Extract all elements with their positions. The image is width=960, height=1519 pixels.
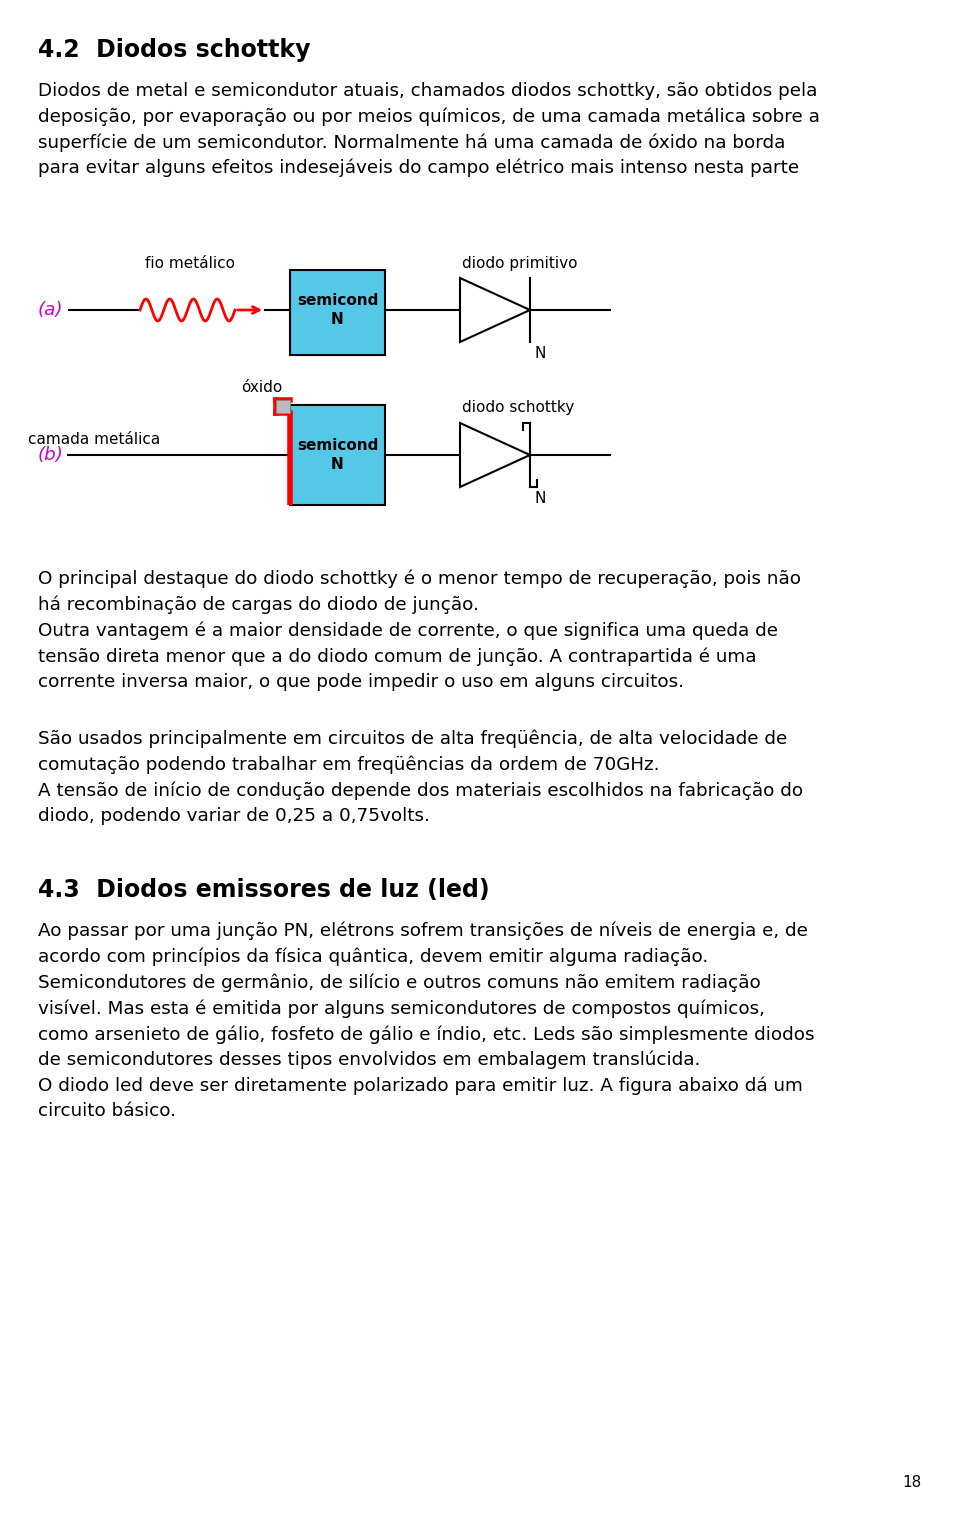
Text: São usados principalmente em circuitos de alta freqüência, de alta velocidade de: São usados principalmente em circuitos d… bbox=[38, 731, 804, 825]
Text: N: N bbox=[534, 491, 545, 506]
Bar bbox=[290, 406, 385, 504]
Text: fio metálico: fio metálico bbox=[145, 257, 235, 270]
Text: 4.3  Diodos emissores de luz (led): 4.3 Diodos emissores de luz (led) bbox=[38, 878, 490, 902]
Text: semicond
N: semicond N bbox=[297, 293, 378, 327]
Text: diodo primitivo: diodo primitivo bbox=[462, 257, 578, 270]
Polygon shape bbox=[460, 422, 530, 488]
Text: camada metálica: camada metálica bbox=[28, 433, 160, 448]
Text: 18: 18 bbox=[902, 1475, 922, 1490]
Bar bbox=[276, 399, 290, 413]
Text: (b): (b) bbox=[38, 447, 64, 463]
Text: óxido: óxido bbox=[241, 380, 282, 395]
Text: (a): (a) bbox=[38, 301, 63, 319]
Polygon shape bbox=[460, 278, 530, 342]
Bar bbox=[290, 270, 385, 355]
Text: Diodos de metal e semicondutor atuais, chamados diodos schottky, são obtidos pel: Diodos de metal e semicondutor atuais, c… bbox=[38, 82, 820, 178]
Text: 4.2  Diodos schottky: 4.2 Diodos schottky bbox=[38, 38, 310, 62]
Text: diodo schottky: diodo schottky bbox=[462, 399, 574, 415]
Text: N: N bbox=[534, 346, 545, 362]
Text: semicond
N: semicond N bbox=[297, 437, 378, 472]
Text: Ao passar por uma junção PN, elétrons sofrem transições de níveis de energia e, : Ao passar por uma junção PN, elétrons so… bbox=[38, 922, 814, 1120]
Text: O principal destaque do diodo schottky é o menor tempo de recuperação, pois não
: O principal destaque do diodo schottky é… bbox=[38, 570, 801, 691]
